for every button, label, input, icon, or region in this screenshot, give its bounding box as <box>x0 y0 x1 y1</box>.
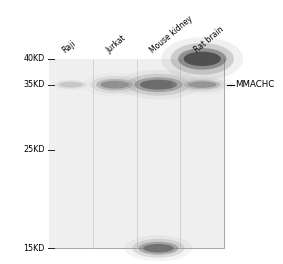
Ellipse shape <box>44 76 97 93</box>
Ellipse shape <box>178 77 226 92</box>
Ellipse shape <box>171 75 233 95</box>
Ellipse shape <box>125 235 192 261</box>
Ellipse shape <box>171 43 234 75</box>
Bar <box>180 59 224 248</box>
Text: Jurkat: Jurkat <box>104 34 128 55</box>
Ellipse shape <box>138 242 178 255</box>
Ellipse shape <box>91 76 139 93</box>
Ellipse shape <box>184 80 221 89</box>
Ellipse shape <box>143 244 174 253</box>
Bar <box>137 59 180 248</box>
Ellipse shape <box>83 73 146 96</box>
Ellipse shape <box>184 52 221 66</box>
Text: 25KD: 25KD <box>23 145 45 154</box>
Ellipse shape <box>96 79 133 91</box>
Ellipse shape <box>55 80 87 89</box>
Text: Mouse kidney: Mouse kidney <box>148 14 194 55</box>
Ellipse shape <box>127 74 190 96</box>
Text: 40KD: 40KD <box>23 54 45 63</box>
Text: 35KD: 35KD <box>23 80 45 89</box>
Bar <box>49 59 93 248</box>
Ellipse shape <box>134 77 183 92</box>
Ellipse shape <box>59 82 83 87</box>
Ellipse shape <box>117 70 200 100</box>
Ellipse shape <box>140 80 177 89</box>
Ellipse shape <box>188 81 216 88</box>
Bar <box>93 59 137 248</box>
Text: MMACHC: MMACHC <box>235 80 274 89</box>
Ellipse shape <box>178 48 226 70</box>
Ellipse shape <box>50 78 91 91</box>
Ellipse shape <box>100 81 129 88</box>
Text: 15KD: 15KD <box>23 244 45 253</box>
Ellipse shape <box>161 37 243 81</box>
Text: Raji: Raji <box>61 39 78 55</box>
Bar <box>49 59 224 248</box>
Ellipse shape <box>132 239 185 258</box>
Text: Rat brain: Rat brain <box>192 25 225 55</box>
